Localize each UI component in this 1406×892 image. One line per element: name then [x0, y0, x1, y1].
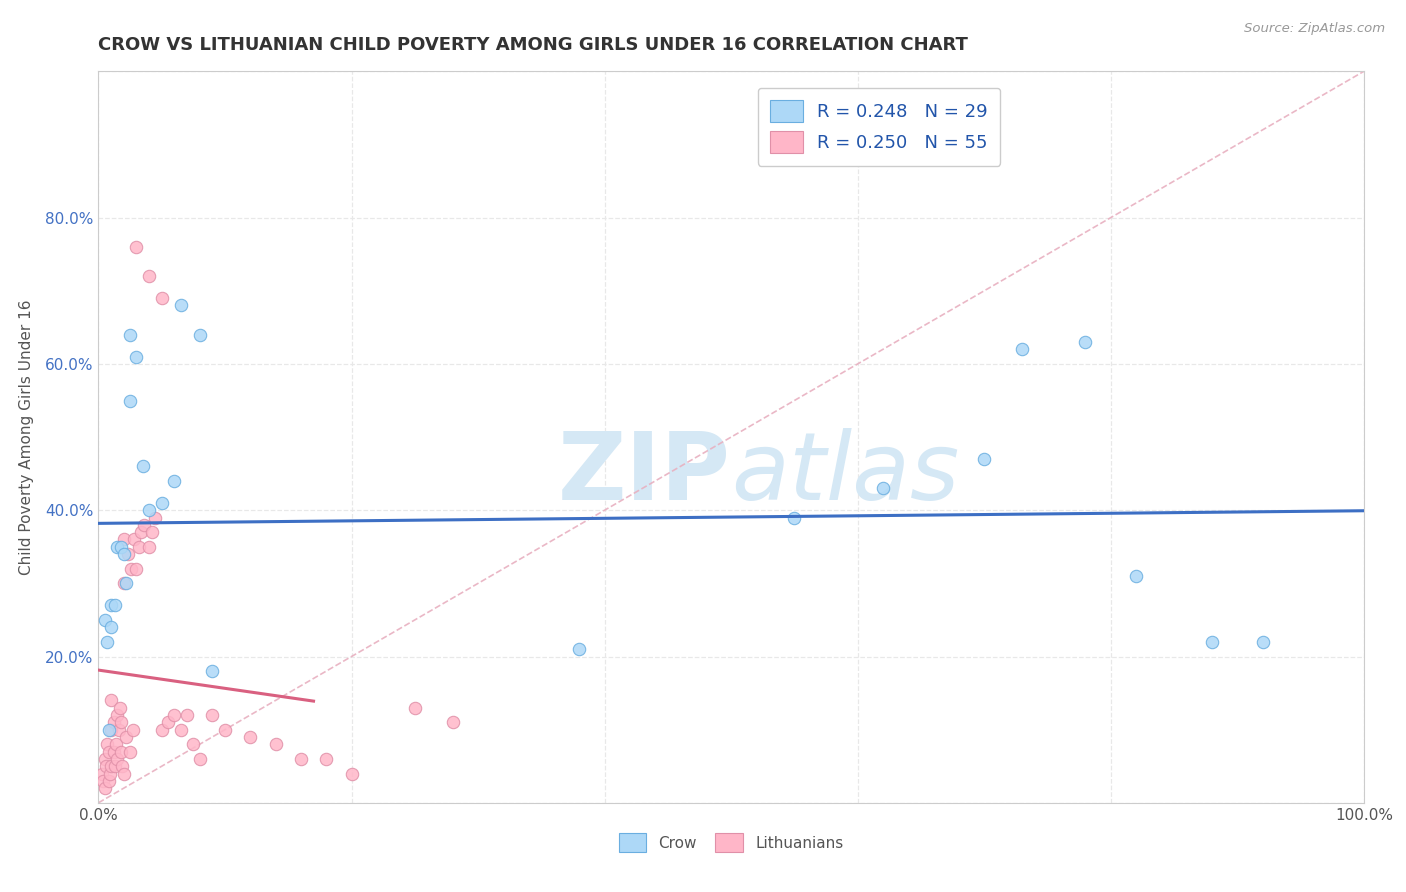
- Point: [1011, 343, 1033, 357]
- Point: [115, 730, 138, 744]
- Point: [157, 715, 180, 730]
- Point: [150, 496, 173, 510]
- Point: [111, 759, 134, 773]
- Point: [107, 752, 129, 766]
- Point: [188, 752, 211, 766]
- Y-axis label: Child Poverty Among Girls Under 16: Child Poverty Among Girls Under 16: [18, 300, 34, 574]
- Point: [93, 752, 117, 766]
- Point: [125, 350, 148, 364]
- Text: ZIP: ZIP: [558, 427, 731, 520]
- Point: [239, 730, 262, 744]
- Point: [107, 708, 129, 723]
- Point: [96, 635, 118, 649]
- Point: [105, 737, 128, 751]
- Point: [783, 510, 806, 524]
- Point: [973, 452, 995, 467]
- Point: [138, 269, 160, 284]
- Point: [150, 723, 173, 737]
- Point: [104, 759, 127, 773]
- Point: [441, 715, 464, 730]
- Point: [132, 459, 155, 474]
- Point: [138, 503, 160, 517]
- Point: [97, 723, 120, 737]
- Point: [125, 240, 148, 254]
- Point: [100, 599, 122, 613]
- Point: [108, 700, 131, 714]
- Point: [264, 737, 287, 751]
- Point: [107, 540, 129, 554]
- Point: [125, 562, 148, 576]
- Point: [107, 723, 129, 737]
- Point: [150, 291, 173, 305]
- Point: [1251, 635, 1274, 649]
- Point: [169, 723, 191, 737]
- Point: [120, 745, 141, 759]
- Point: [93, 773, 115, 788]
- Point: [93, 613, 117, 627]
- Point: [120, 562, 142, 576]
- Point: [872, 481, 894, 495]
- Text: Source: ZipAtlas.com: Source: ZipAtlas.com: [1244, 22, 1385, 36]
- Point: [163, 474, 186, 488]
- Point: [201, 664, 224, 678]
- Point: [214, 723, 236, 737]
- Point: [183, 737, 205, 751]
- Point: [100, 723, 122, 737]
- Text: atlas: atlas: [731, 428, 959, 519]
- Point: [120, 327, 141, 342]
- Point: [138, 540, 160, 554]
- Point: [141, 525, 163, 540]
- Point: [100, 759, 122, 773]
- Point: [100, 693, 122, 707]
- Text: CROW VS LITHUANIAN CHILD POVERTY AMONG GIRLS UNDER 16 CORRELATION CHART: CROW VS LITHUANIAN CHILD POVERTY AMONG G…: [98, 36, 969, 54]
- Point: [103, 715, 125, 730]
- Point: [94, 759, 117, 773]
- Point: [91, 766, 114, 780]
- Legend: Crow, Lithuanians: Crow, Lithuanians: [610, 824, 852, 861]
- Point: [120, 393, 141, 408]
- Point: [132, 517, 155, 532]
- Point: [100, 620, 122, 634]
- Point: [110, 745, 132, 759]
- Point: [103, 745, 125, 759]
- Point: [176, 708, 198, 723]
- Point: [96, 737, 118, 751]
- Point: [115, 576, 138, 591]
- Point: [98, 766, 121, 780]
- Point: [131, 525, 153, 540]
- Point: [163, 708, 186, 723]
- Point: [404, 700, 426, 714]
- Point: [1074, 334, 1097, 349]
- Point: [315, 752, 337, 766]
- Point: [112, 766, 135, 780]
- Point: [112, 576, 135, 591]
- Point: [188, 327, 211, 342]
- Point: [97, 773, 120, 788]
- Point: [112, 533, 135, 547]
- Point: [112, 547, 135, 561]
- Point: [568, 642, 591, 657]
- Point: [1201, 635, 1223, 649]
- Point: [128, 540, 150, 554]
- Point: [93, 781, 117, 796]
- Point: [1125, 569, 1147, 583]
- Point: [145, 510, 166, 524]
- Point: [110, 540, 132, 554]
- Point: [97, 745, 120, 759]
- Point: [122, 533, 145, 547]
- Point: [117, 547, 139, 561]
- Point: [110, 715, 132, 730]
- Point: [169, 298, 191, 312]
- Point: [290, 752, 312, 766]
- Point: [104, 599, 127, 613]
- Point: [340, 766, 363, 780]
- Point: [121, 723, 143, 737]
- Point: [201, 708, 224, 723]
